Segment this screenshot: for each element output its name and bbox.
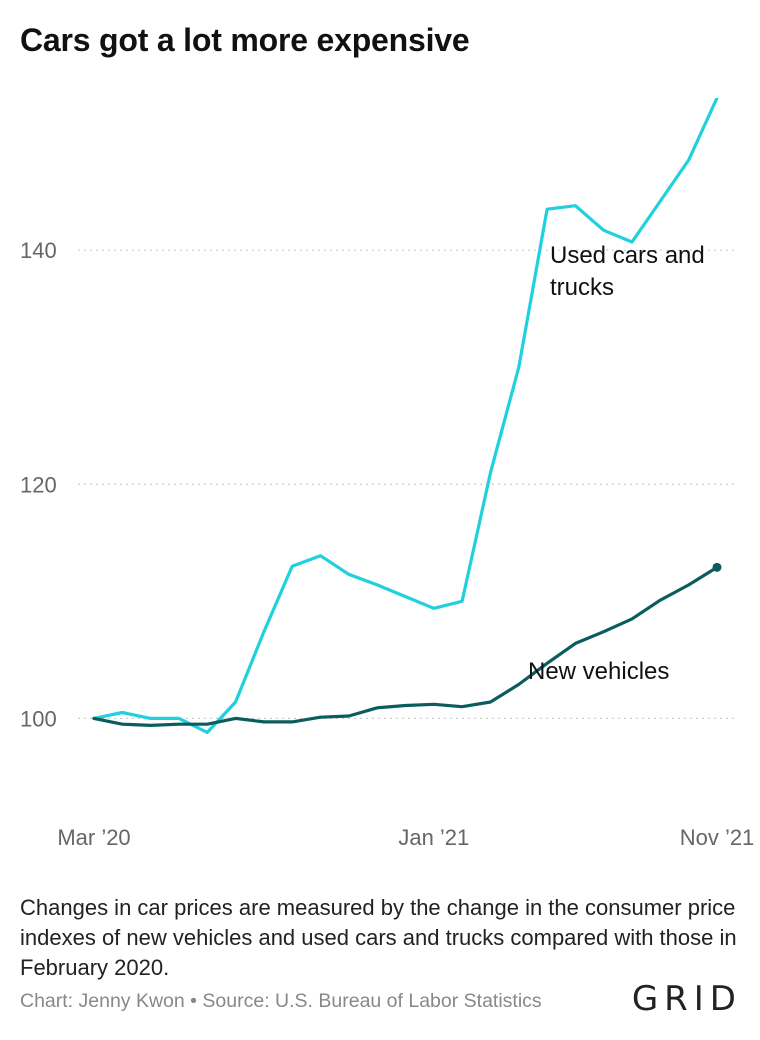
chart-title: Cars got a lot more expensive	[20, 22, 470, 58]
line-chart: 100 120 140 Mar ’20 Jan ’21 Nov ’21 Used car…	[20, 98, 754, 850]
series-lines	[92, 98, 722, 735]
y-tick-label-100: 100	[20, 706, 57, 731]
x-tick-label-3: Nov ’21	[680, 825, 755, 850]
y-axis-ticks: 100 120 140	[20, 238, 57, 731]
chart-credit: Chart: Jenny Kwon • Source: U.S. Bureau …	[20, 990, 542, 1012]
gridlines	[78, 249, 735, 719]
new-vehicles-label: New vehicles	[528, 658, 669, 685]
grid-logo: GRID	[631, 979, 742, 1019]
new-vehicles-end-marker	[712, 562, 722, 572]
x-tick-label-2: Jan ’21	[398, 825, 469, 850]
series-labels: Used cars and trucks New vehicles	[528, 242, 705, 685]
x-axis-ticks: Mar ’20 Jan ’21 Nov ’21	[57, 825, 754, 850]
used-cars-line	[92, 98, 719, 735]
chart-note: Changes in car prices are measured by th…	[20, 895, 737, 980]
y-tick-label-120: 120	[20, 472, 57, 497]
y-tick-label-140: 140	[20, 238, 57, 263]
x-tick-label-1: Mar ’20	[57, 825, 130, 850]
used-cars-label: Used cars and trucks	[550, 242, 705, 301]
new-vehicles-line	[92, 565, 719, 728]
